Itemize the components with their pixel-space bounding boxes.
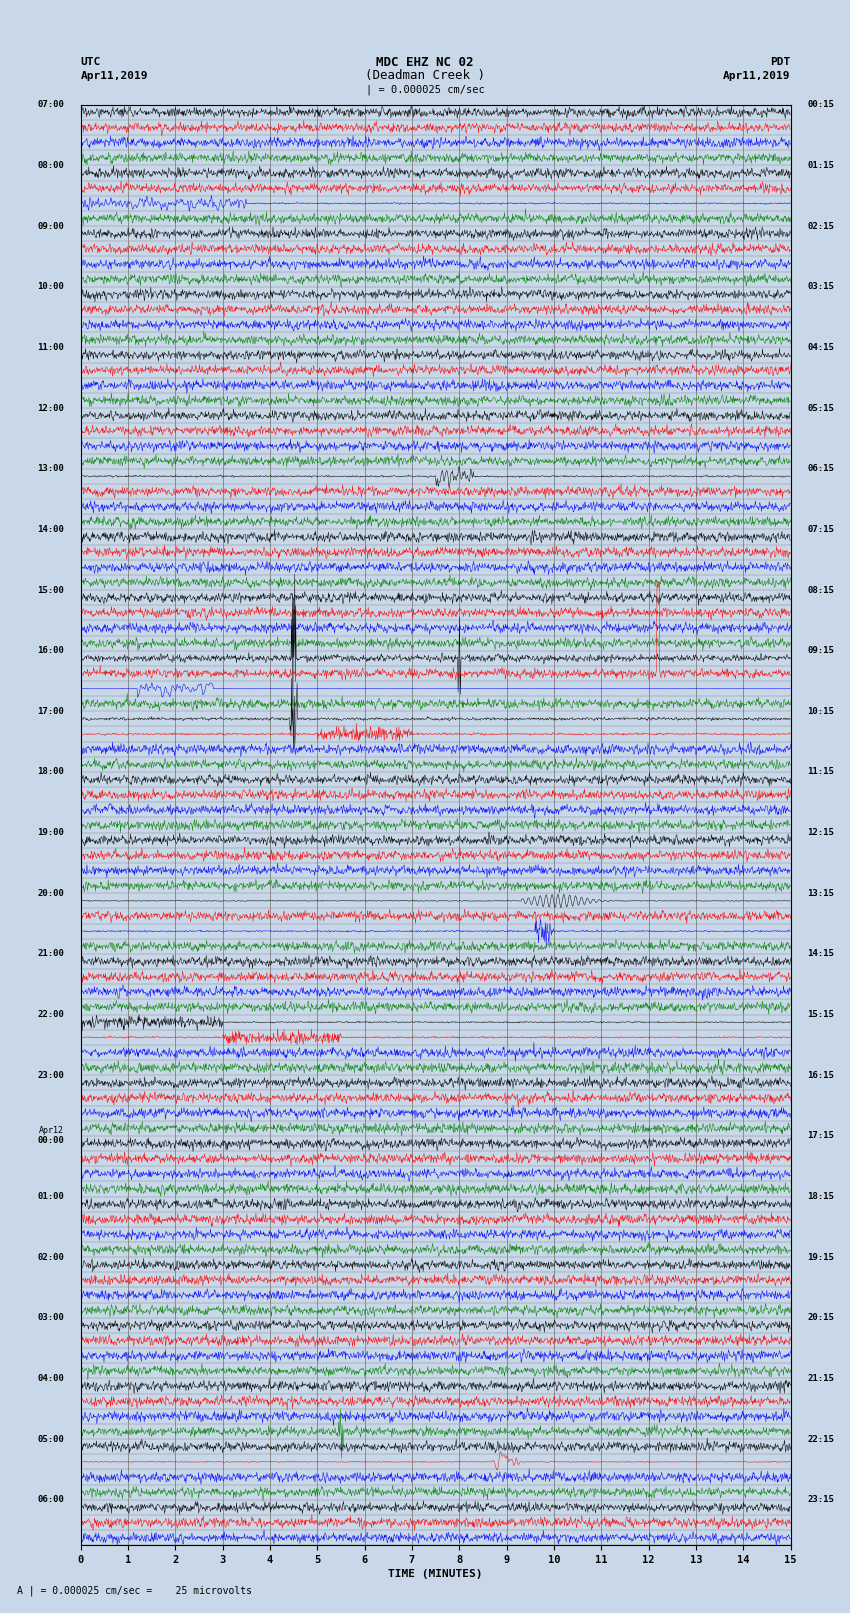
Text: 23:00: 23:00 [37, 1071, 65, 1079]
Text: 05:00: 05:00 [37, 1434, 65, 1444]
Text: 10:00: 10:00 [37, 282, 65, 292]
Text: (Deadman Creek ): (Deadman Creek ) [365, 69, 485, 82]
Text: 00:00: 00:00 [37, 1136, 65, 1145]
Text: 16:15: 16:15 [807, 1071, 834, 1079]
Text: 20:00: 20:00 [37, 889, 65, 898]
Text: 23:15: 23:15 [807, 1495, 834, 1505]
Text: Apr11,2019: Apr11,2019 [81, 71, 148, 81]
Text: 21:15: 21:15 [807, 1374, 834, 1382]
Text: 06:00: 06:00 [37, 1495, 65, 1505]
Text: 13:15: 13:15 [807, 889, 834, 898]
Text: 19:15: 19:15 [807, 1253, 834, 1261]
Text: MDC EHZ NC 02: MDC EHZ NC 02 [377, 55, 473, 69]
X-axis label: TIME (MINUTES): TIME (MINUTES) [388, 1569, 483, 1579]
Text: 15:00: 15:00 [37, 586, 65, 595]
Text: 07:15: 07:15 [807, 524, 834, 534]
Text: 22:15: 22:15 [807, 1434, 834, 1444]
Text: 16:00: 16:00 [37, 647, 65, 655]
Text: 02:15: 02:15 [807, 221, 834, 231]
Text: 03:15: 03:15 [807, 282, 834, 292]
Text: 09:15: 09:15 [807, 647, 834, 655]
Text: 13:00: 13:00 [37, 465, 65, 473]
Text: 22:00: 22:00 [37, 1010, 65, 1019]
Text: 05:15: 05:15 [807, 403, 834, 413]
Text: 04:00: 04:00 [37, 1374, 65, 1382]
Text: A | = 0.000025 cm/sec =    25 microvolts: A | = 0.000025 cm/sec = 25 microvolts [17, 1586, 252, 1595]
Text: | = 0.000025 cm/sec: | = 0.000025 cm/sec [366, 84, 484, 95]
Text: UTC: UTC [81, 56, 101, 68]
Text: Apr11,2019: Apr11,2019 [723, 71, 791, 81]
Text: 18:00: 18:00 [37, 768, 65, 776]
Text: 15:15: 15:15 [807, 1010, 834, 1019]
Text: 09:00: 09:00 [37, 221, 65, 231]
Text: 11:00: 11:00 [37, 344, 65, 352]
Text: 18:15: 18:15 [807, 1192, 834, 1202]
Text: 04:15: 04:15 [807, 344, 834, 352]
Text: 01:00: 01:00 [37, 1192, 65, 1202]
Text: 12:15: 12:15 [807, 827, 834, 837]
Text: 21:00: 21:00 [37, 950, 65, 958]
Text: 14:00: 14:00 [37, 524, 65, 534]
Text: 17:15: 17:15 [807, 1131, 834, 1140]
Text: 07:00: 07:00 [37, 100, 65, 110]
Text: 01:15: 01:15 [807, 161, 834, 169]
Text: 08:15: 08:15 [807, 586, 834, 595]
Text: 00:15: 00:15 [807, 100, 834, 110]
Text: 11:15: 11:15 [807, 768, 834, 776]
Text: Apr12: Apr12 [39, 1126, 65, 1136]
Text: 02:00: 02:00 [37, 1253, 65, 1261]
Text: 19:00: 19:00 [37, 827, 65, 837]
Text: 10:15: 10:15 [807, 706, 834, 716]
Text: 20:15: 20:15 [807, 1313, 834, 1323]
Text: 06:15: 06:15 [807, 465, 834, 473]
Text: 14:15: 14:15 [807, 950, 834, 958]
Text: 12:00: 12:00 [37, 403, 65, 413]
Text: PDT: PDT [770, 56, 790, 68]
Text: 08:00: 08:00 [37, 161, 65, 169]
Text: 03:00: 03:00 [37, 1313, 65, 1323]
Text: 17:00: 17:00 [37, 706, 65, 716]
